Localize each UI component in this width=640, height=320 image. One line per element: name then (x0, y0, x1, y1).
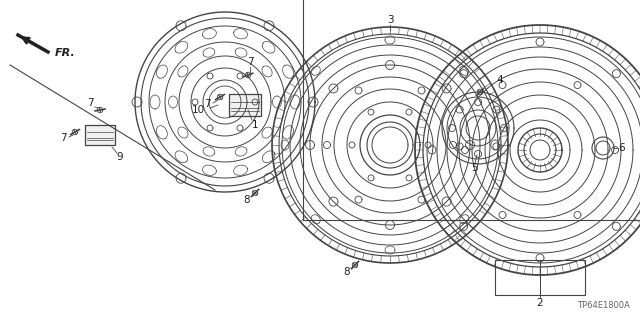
Text: 2: 2 (537, 298, 543, 308)
Text: 7: 7 (86, 98, 93, 108)
Text: TP64E1800A: TP64E1800A (577, 301, 630, 310)
FancyBboxPatch shape (85, 125, 115, 145)
Text: 10: 10 (191, 105, 205, 115)
Bar (495, 260, 585, 295)
Text: 6: 6 (619, 143, 625, 153)
Text: 7: 7 (204, 99, 211, 109)
Text: 7: 7 (246, 57, 253, 67)
Text: FR.: FR. (55, 48, 76, 58)
Text: 3: 3 (387, 15, 394, 25)
Text: 7: 7 (60, 133, 67, 143)
FancyBboxPatch shape (229, 94, 261, 116)
Text: 4: 4 (497, 75, 503, 85)
Text: 5: 5 (472, 163, 478, 173)
Text: 1: 1 (252, 120, 259, 130)
Text: 8: 8 (244, 195, 250, 205)
Text: 8: 8 (344, 267, 350, 277)
Text: 9: 9 (116, 152, 124, 162)
